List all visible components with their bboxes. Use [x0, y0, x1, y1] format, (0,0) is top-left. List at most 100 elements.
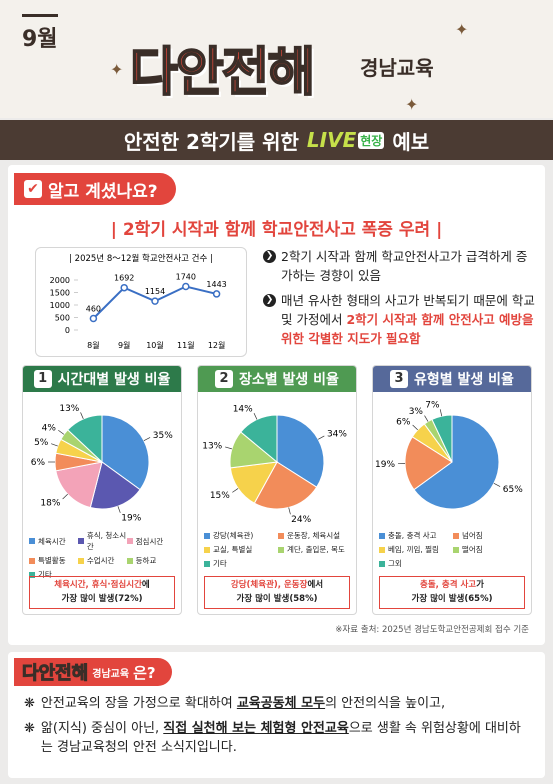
legend-swatch — [126, 557, 133, 564]
data-label: 1740 — [176, 273, 196, 282]
legend-label: 베임, 끼임, 찔림 — [388, 545, 439, 554]
leader-line — [117, 506, 121, 513]
bullet: ❯ 매년 유사한 형태의 사고가 반복되기 때문에 학교 및 가정에서 2학기 시… — [263, 291, 535, 348]
data-label: 1692 — [114, 274, 134, 283]
banner-field: 현장 — [358, 131, 385, 149]
summary: 강당(체육관), 운동장에서 가장 많이 발생(58%) — [204, 576, 350, 609]
legend-swatch — [278, 546, 284, 553]
about-bullet: ❋ 안전교육의 장을 가정으로 확대하여 교육공동체 모두의 안전의식을 높이고, — [24, 694, 529, 713]
bullet-highlight: 2학기 시작과 함께 안전사고 예방을 위한 각별한 지도가 필요함 — [281, 312, 534, 346]
legend-swatch — [126, 538, 133, 544]
y-tick-label: 500 — [55, 314, 70, 323]
summary-line: 가장 많이 발생(72%) — [61, 594, 143, 604]
y-tick-label: 1000 — [50, 301, 70, 310]
line-chart-box: | 2025년 8～12월 학교안전사고 건수 | 0 500 1000 1500 200… — [35, 247, 247, 357]
legend-item: 점심시간 — [126, 530, 176, 552]
pie-chart: 65% 19% 6%3%7% — [375, 400, 523, 510]
bullet-icon: ❋ — [24, 721, 35, 736]
summary-line: 가장 많이 발생(65%) — [411, 594, 493, 604]
point — [89, 314, 98, 323]
data-label: 18% — [40, 498, 60, 508]
data-label: 7% — [425, 400, 440, 410]
about-suffix: 은? — [133, 663, 156, 682]
text: 으로 생활 속 위험상황에 대비하는 경남교육청의 안전 소식지입니다. — [40, 721, 521, 755]
banner-text: 예보 — [392, 129, 430, 154]
legend-swatch — [29, 538, 35, 544]
text: 앎(지식) 중심이 아닌, — [40, 721, 164, 736]
legend-label: 수업시간 — [86, 556, 115, 565]
about-list: ❋ 안전교육의 장을 가정으로 확대하여 교육공동체 모두의 안전의식을 높이고,… — [24, 694, 529, 763]
legend-label: 강당(체육관) — [213, 531, 254, 540]
legend-item: 강당(체육관) — [204, 530, 278, 541]
legend-swatch — [77, 557, 84, 564]
legend-swatch — [453, 532, 459, 539]
emphasis: 직접 실천해 보는 체험형 안전교육 — [163, 721, 349, 736]
legend-item: 특별활동 — [29, 555, 78, 566]
decor: ✦ — [405, 95, 419, 114]
text: 안전교육의 장을 가정으로 확대하여 — [40, 696, 237, 711]
legend: 체육시간 휴식, 청소시간 점심시간 특별활동 수업시간 등하교 기타 — [29, 530, 177, 580]
leader-line — [58, 429, 65, 435]
summary-line: 가장 많이 발생(58%) — [236, 594, 318, 604]
bullet-text: 매년 유사한 형태의 사고가 반복되기 때문에 학교 및 가정에서 — [281, 293, 535, 327]
data-label: 13% — [59, 404, 79, 414]
badge: 3 — [390, 370, 409, 388]
legend-swatch — [204, 560, 210, 567]
header: 9월 ✦ ✦ ✦ 다안전해 경남교육 — [0, 0, 553, 118]
leader-line — [51, 443, 58, 447]
pie-chart: 35% 19% 18% 6% 5% 4%13% — [31, 404, 174, 524]
section-tab: ✔ 알고 계셨나요? — [14, 173, 176, 205]
data-label: 5% — [34, 438, 49, 448]
legend-swatch — [29, 571, 35, 578]
pie-slice — [240, 414, 278, 464]
pie-slice — [253, 461, 318, 510]
leader-line — [412, 424, 418, 431]
legend-swatch — [278, 532, 284, 539]
data-label: 6% — [396, 418, 411, 428]
data-label: 1154 — [145, 287, 165, 296]
data-label: 14% — [233, 405, 253, 415]
data-label: 19% — [121, 514, 141, 524]
headline: | 2학기 시작과 함께 학교안전사고 폭증 우려 | — [110, 220, 443, 240]
legend-item: 휴식, 청소시간 — [77, 530, 127, 552]
bullet-icon: ❋ — [24, 696, 35, 711]
data-label: 34% — [327, 430, 347, 440]
data-label: 1443 — [206, 280, 226, 289]
data-label: 6% — [31, 458, 46, 468]
data-label: 24% — [291, 515, 311, 525]
summary-highlight: 충돌, 충격 사고 — [420, 580, 477, 590]
panel-title: 시간대별 발생 비율 — [57, 372, 171, 388]
legend-swatch — [453, 546, 459, 553]
y-tick-label: 1500 — [50, 289, 70, 298]
panel-header: 3 유형별 발생 비율 — [373, 366, 531, 392]
legend-item: 등하교 — [126, 555, 176, 566]
legend-label: 기타 — [38, 570, 52, 579]
bullet-icon: ❯ — [263, 294, 276, 307]
summary-line: 충돌, 충격 사고가 — [380, 578, 524, 592]
summary-text: 에 — [141, 580, 150, 590]
x-tick-label: 11월 — [177, 340, 195, 350]
legend-swatch — [29, 557, 35, 564]
month: 9월 — [22, 14, 58, 53]
legend: 강당(체육관) 운동장, 체육시설 교실, 특별실 계단, 출입문, 복도 기타 — [204, 530, 352, 569]
bullet-text: 매년 유사한 형태의 사고가 반복되기 때문에 학교 및 가정에서 2학기 시작… — [281, 291, 535, 348]
summary: 체육시간, 휴식·점심시간에 가장 많이 발생(72%) — [29, 576, 175, 609]
legend-swatch — [204, 546, 210, 553]
leader-line — [318, 435, 325, 440]
subtitle: 경남교육 — [360, 56, 434, 80]
y-tick-label: 2000 — [50, 276, 70, 285]
legend-item: 넘어짐 — [453, 530, 527, 541]
data-label: 460 — [86, 305, 101, 314]
emphasis: 교육공동체 모두 — [236, 696, 326, 711]
legend-item: 계단, 출입문, 복도 — [278, 544, 352, 555]
panel-title: 장소별 발생 비율 — [239, 372, 339, 388]
legend-item: 베임, 끼임, 찔림 — [379, 544, 453, 555]
about-tab: 다안전해 경남교육 은? — [14, 658, 172, 686]
leader-line — [439, 409, 443, 417]
legend-swatch — [379, 532, 385, 539]
leader-line — [143, 437, 151, 441]
legend-swatch — [379, 560, 385, 567]
pie-slice — [101, 414, 150, 491]
banner: 안전한 2학기를 위한 LIVE 현장 예보 — [0, 120, 553, 160]
